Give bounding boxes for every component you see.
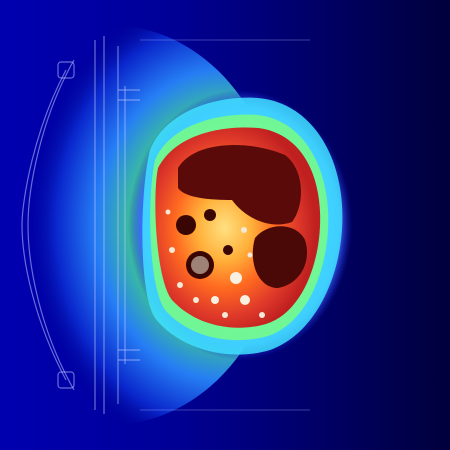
ct-heatmap-image [0, 0, 450, 450]
